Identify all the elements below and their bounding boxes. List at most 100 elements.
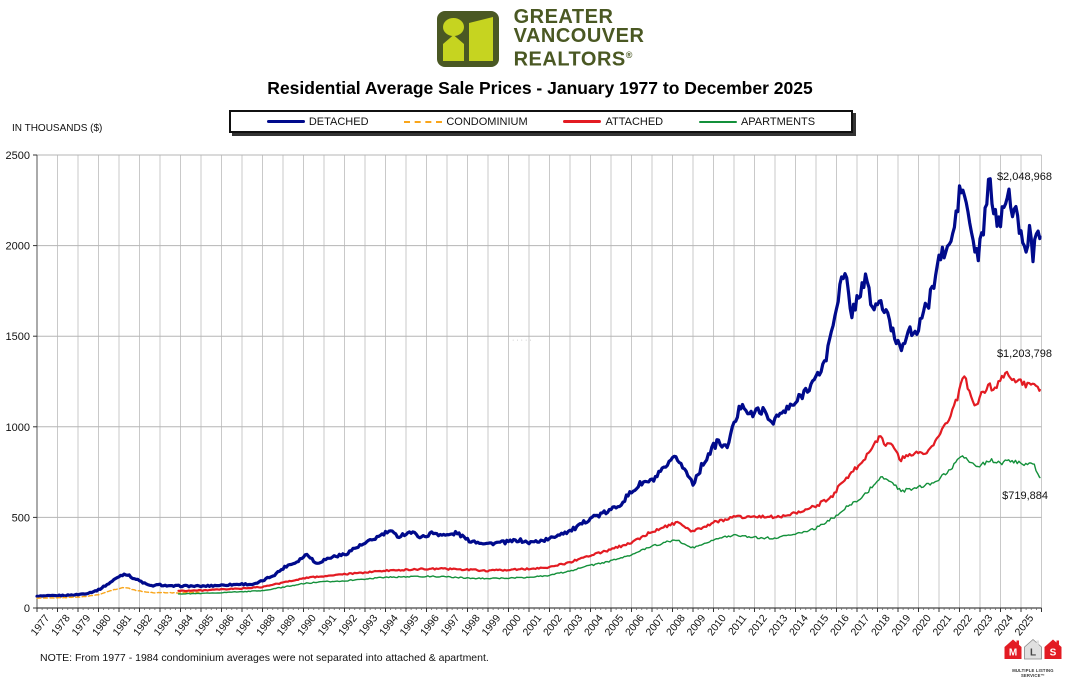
svg-text:S: S: [1050, 648, 1057, 659]
series-line-detached: [35, 177, 1042, 599]
mls-caption: MULTIPLE LISTING SERVICE™: [1012, 668, 1054, 678]
svg-text:1984: 1984: [172, 612, 196, 638]
axes: [33, 154, 1042, 612]
svg-text:2022: 2022: [951, 612, 975, 638]
series-line-attached: [177, 370, 1042, 593]
svg-text:1999: 1999: [480, 612, 504, 638]
svg-text:1983: 1983: [152, 612, 176, 638]
svg-text:2019: 2019: [890, 612, 914, 638]
svg-text:1977: 1977: [29, 612, 53, 638]
svg-text:500: 500: [12, 512, 30, 524]
legend-item-attached: ATTACHED: [563, 116, 663, 128]
svg-text:1993: 1993: [357, 612, 381, 638]
svg-text:2025: 2025: [1013, 612, 1037, 638]
svg-text:2009: 2009: [685, 612, 709, 638]
svg-text:1994: 1994: [377, 612, 401, 638]
svg-text:2023: 2023: [972, 612, 996, 638]
gvr-logo-icon: [436, 10, 499, 67]
svg-text:2500: 2500: [6, 150, 30, 162]
svg-text:1995: 1995: [398, 612, 422, 638]
svg-text:0: 0: [24, 603, 30, 615]
legend-label: APARTMENTS: [740, 115, 816, 128]
svg-text:1991: 1991: [316, 612, 340, 638]
svg-text:2003: 2003: [562, 612, 586, 638]
legend-item-detached: DETACHED: [266, 115, 369, 128]
svg-text:M: M: [1009, 648, 1017, 659]
svg-text:1992: 1992: [336, 612, 360, 638]
watermark-dots: ·····: [512, 337, 534, 344]
legend-swatch-detached: [266, 119, 305, 124]
svg-text:2010: 2010: [705, 612, 729, 638]
gridlines: [36, 154, 1042, 609]
footnote: NOTE: From 1977 - 1984 condominium avera…: [40, 652, 489, 664]
annotation-label: $719,884: [1002, 490, 1048, 502]
svg-text:2014: 2014: [787, 612, 811, 638]
legend-swatch-attached: [563, 120, 602, 123]
logo-line1: GREATER: [513, 6, 614, 28]
svg-text:2013: 2013: [767, 612, 791, 638]
legend-item-apartments: APARTMENTS: [698, 115, 816, 128]
svg-text:1500: 1500: [6, 331, 30, 343]
svg-text:2020: 2020: [910, 612, 934, 638]
svg-text:2017: 2017: [849, 612, 873, 638]
svg-text:2001: 2001: [521, 612, 545, 638]
series-line-condominium: [36, 586, 200, 599]
legend: DETACHED CONDOMINIUM ATTACHED APARTMENTS: [229, 110, 853, 133]
logo-line3: REALTORS®: [513, 48, 633, 71]
svg-text:1998: 1998: [459, 612, 483, 638]
registered-mark: ®: [625, 50, 633, 60]
header-logo: GREATER VANCOUVER REALTORS®: [0, 6, 1080, 71]
svg-text:2004: 2004: [582, 612, 606, 638]
y-axis-labels: 0 500 1000 1500 2000 2500: [6, 150, 30, 615]
chart-area: 0 500 1000 1500 2000 2500 1977 1978 1979 1980 1981…: [0, 140, 1080, 678]
legend-label: DETACHED: [308, 115, 369, 128]
svg-text:2008: 2008: [664, 612, 688, 638]
svg-text:1996: 1996: [418, 612, 442, 638]
svg-text:1979: 1979: [70, 612, 94, 638]
annotation-label: $2,048,968: [997, 171, 1052, 183]
page-title: Residential Average Sale Prices - Januar…: [267, 78, 813, 98]
legend-item-condominium: CONDOMINIUM: [404, 115, 528, 128]
logo-line2: VANCOUVER: [513, 25, 645, 47]
svg-text:1981: 1981: [111, 612, 135, 638]
svg-text:1000: 1000: [6, 422, 30, 434]
svg-text:1997: 1997: [439, 612, 463, 638]
svg-text:1980: 1980: [90, 612, 114, 638]
svg-text:2002: 2002: [541, 612, 565, 638]
svg-text:2016: 2016: [828, 612, 852, 638]
logo-wordmark: GREATER VANCOUVER REALTORS®: [513, 6, 645, 71]
series-line-apartments: [177, 455, 1041, 595]
svg-text:2021: 2021: [931, 612, 955, 638]
svg-text:2015: 2015: [808, 612, 832, 638]
svg-text:2018: 2018: [869, 612, 893, 638]
mls-logo: M L S MULTIPLE LISTING SERVICE™: [1002, 638, 1064, 678]
svg-text:1982: 1982: [131, 612, 155, 638]
svg-text:2006: 2006: [623, 612, 647, 638]
value-annotations: $2,048,968 $1,203,798 $719,884: [997, 171, 1052, 502]
legend-swatch-apartments: [698, 120, 737, 123]
svg-text:2005: 2005: [603, 612, 627, 638]
price-chart: 0 500 1000 1500 2000 2500 19771978197919801981…: [6, 150, 1052, 638]
svg-text:L: L: [1030, 648, 1036, 659]
svg-text:2024: 2024: [992, 612, 1016, 638]
svg-text:2012: 2012: [746, 612, 770, 638]
svg-text:2000: 2000: [500, 612, 524, 638]
svg-text:1990: 1990: [295, 612, 319, 638]
svg-text:1989: 1989: [275, 612, 299, 638]
svg-text:2000: 2000: [6, 241, 30, 253]
svg-text:2007: 2007: [644, 612, 668, 638]
svg-text:1985: 1985: [193, 612, 217, 638]
legend-label: ATTACHED: [605, 115, 664, 128]
legend-label: CONDOMINIUM: [446, 115, 528, 128]
svg-text:1988: 1988: [254, 612, 278, 638]
svg-text:1986: 1986: [213, 612, 237, 638]
svg-text:1987: 1987: [234, 612, 258, 638]
annotation-label: $1,203,798: [997, 348, 1052, 360]
legend-swatch-condominium: [404, 120, 443, 123]
svg-text:2011: 2011: [726, 612, 749, 637]
y-axis-unit-label: IN THOUSANDS ($): [12, 123, 103, 134]
x-axis-labels: 1977197819791980198119821983198419851986…: [29, 612, 1037, 638]
svg-text:1978: 1978: [49, 612, 73, 638]
